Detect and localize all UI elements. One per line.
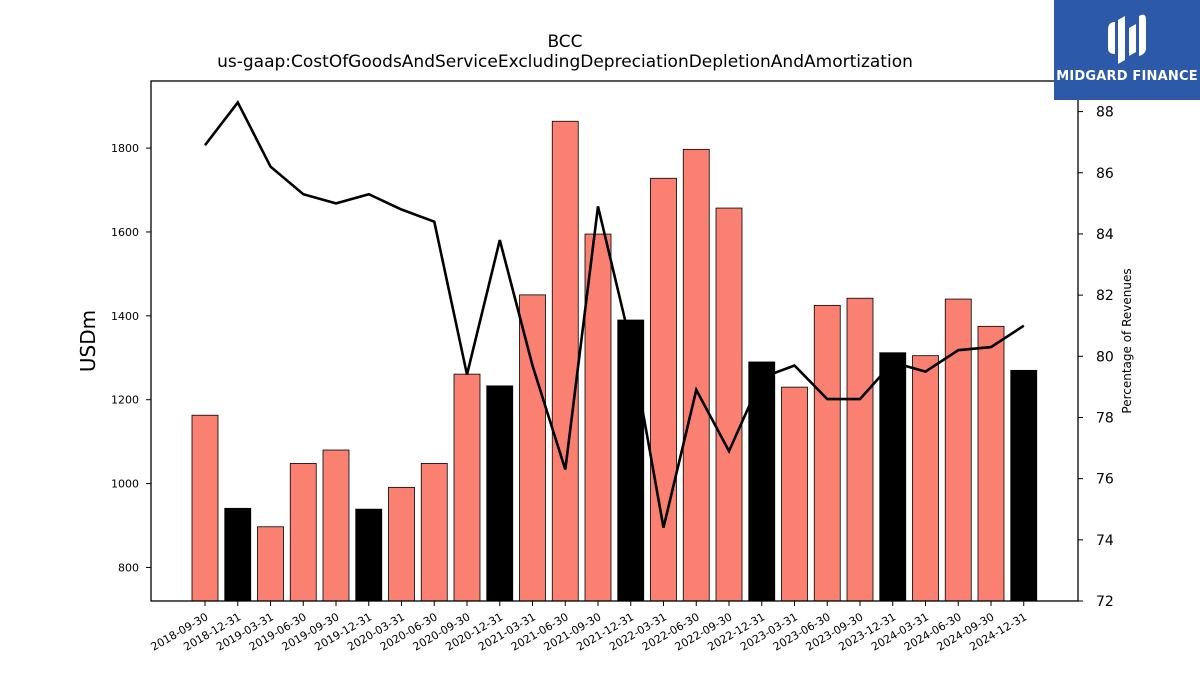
bar-2022-12-31 (748, 361, 776, 602)
bar-2022-03-31 (650, 177, 677, 602)
bar-2024-06-30 (944, 298, 972, 602)
bars-layer (191, 120, 1038, 602)
y2-tick-label: 86 (1096, 166, 1114, 182)
ratio-line (203, 99, 1025, 528)
y2-tick-label: 76 (1096, 472, 1114, 488)
bar-2024-03-31 (912, 355, 939, 602)
bar-2020-03-31 (388, 486, 415, 602)
y-tick-label: 800 (118, 561, 139, 574)
brand-logo: MIDGARD FINANCE (1054, 0, 1200, 100)
bar-2023-06-30 (813, 304, 841, 602)
bar-2021-12-31 (617, 319, 645, 602)
bar-2019-03-31 (257, 526, 284, 602)
bar-2018-12-31 (224, 507, 252, 602)
bar-2019-09-30 (322, 449, 350, 602)
bar-2021-06-30 (551, 120, 579, 602)
y-tick-label: 1000 (111, 478, 139, 491)
y2-tick-label: 82 (1096, 288, 1114, 304)
logo-mark-icon (1108, 14, 1146, 64)
y-tick-label: 1600 (111, 226, 139, 239)
bar-2023-03-31 (781, 386, 808, 602)
y2-tick-label: 84 (1096, 227, 1114, 243)
y-tick-label: 1800 (111, 142, 139, 155)
bar-2019-06-30 (289, 463, 317, 602)
bar-2023-12-31 (879, 352, 907, 602)
logo-text: MIDGARD FINANCE (1056, 69, 1198, 84)
bar-2024-12-31 (1010, 369, 1038, 602)
bar-2022-06-30 (682, 148, 710, 602)
chart-subtitle: us-gaap:CostOfGoodsAndServiceExcludingDe… (217, 52, 913, 72)
bar-2024-09-30 (977, 325, 1005, 602)
y2-tick-label: 72 (1096, 594, 1114, 610)
bar-2021-09-30 (584, 233, 612, 602)
bar-2023-09-30 (846, 297, 874, 602)
ratio-line-layer (203, 99, 1025, 528)
bar-2018-09-30 (191, 414, 219, 602)
plot-frame (150, 80, 1079, 602)
y2-tick-label: 80 (1096, 349, 1114, 365)
y2-tick-label: 78 (1096, 410, 1114, 426)
y-axis-label: USDm (76, 310, 100, 372)
bar-2022-09-30 (715, 207, 743, 602)
bar-2021-03-31 (519, 294, 546, 602)
bar-2020-12-31 (486, 385, 514, 602)
y2-axis-label: Percentage of Revenues (1120, 268, 1134, 413)
chart-title: BCC (547, 32, 583, 52)
y2-tick-label: 88 (1096, 105, 1114, 121)
y-tick-label: 1200 (111, 394, 139, 407)
y-tick-label: 1400 (111, 310, 139, 323)
bar-2020-09-30 (453, 373, 481, 602)
bar-2019-12-31 (355, 508, 383, 602)
bar-2020-06-30 (420, 463, 448, 602)
y2-tick-label: 74 (1096, 533, 1114, 549)
